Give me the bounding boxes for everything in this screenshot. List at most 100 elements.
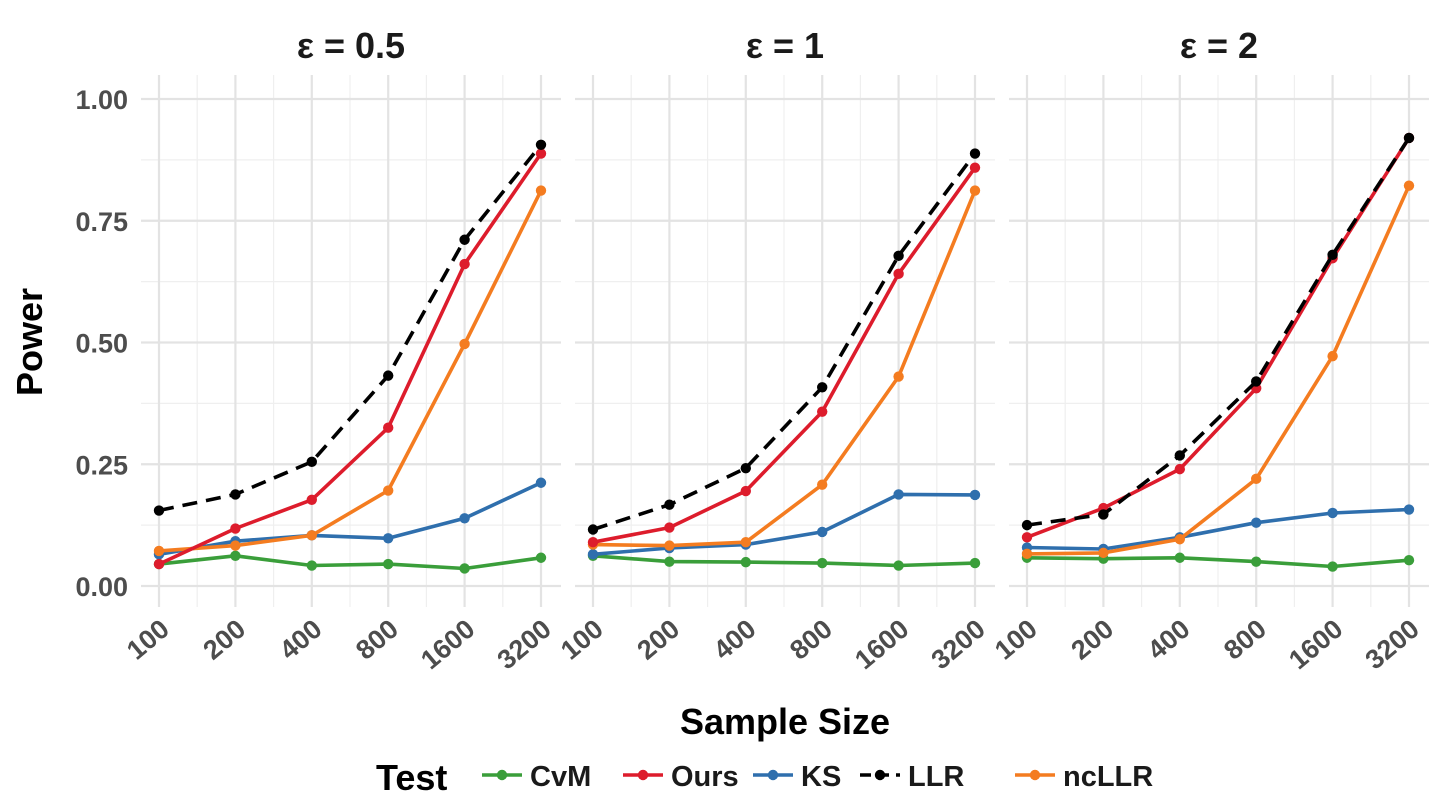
legend: Test CvM Ours KS LLR ncLLR (376, 757, 1153, 798)
legend-label: Ours (671, 761, 739, 793)
data-point (535, 148, 547, 159)
legend-entry-ours: Ours (623, 761, 739, 793)
legend-entry-ncllr: ncLLR (1015, 761, 1153, 793)
data-point (587, 524, 599, 535)
data-point (1098, 547, 1109, 559)
panel-1: ε = 0.5 0.00 0.25 0.50 0.75 1.00 100 200 400 800 1… (75, 25, 561, 675)
data-point (459, 258, 470, 270)
x-tick-label: 3200 (1360, 614, 1425, 676)
x-tick-label: 1600 (849, 614, 914, 676)
x-tick-label: 400 (708, 614, 762, 666)
data-point (969, 162, 981, 173)
data-point (893, 250, 904, 262)
data-point (587, 536, 599, 548)
data-point (1174, 552, 1186, 563)
panel-title: ε = 1 (746, 25, 824, 66)
data-point (535, 139, 547, 150)
data-point (740, 485, 751, 497)
data-point (893, 268, 904, 280)
data-point (1174, 450, 1186, 461)
data-point (1251, 376, 1262, 387)
x-tick-label: 200 (197, 614, 251, 666)
data-point (383, 422, 394, 433)
panel-title: ε = 2 (1180, 25, 1258, 66)
data-point (1251, 556, 1262, 567)
data-point (1403, 554, 1415, 566)
data-point (969, 557, 981, 569)
series-line (1026, 137, 1411, 539)
series-cvm (1021, 552, 1415, 572)
legend-label: LLR (908, 761, 964, 793)
series-line (592, 554, 976, 568)
data-point (1174, 463, 1186, 475)
data-point (817, 406, 828, 417)
data-point (1021, 519, 1033, 531)
data-point (153, 545, 165, 557)
series-line (592, 152, 977, 532)
data-point (306, 456, 317, 468)
data-point (1251, 473, 1262, 485)
legend-title: Test (376, 757, 447, 798)
x-tick-label: 1600 (1283, 614, 1348, 676)
series-line (158, 143, 543, 513)
x-tick-label: 800 (1218, 614, 1272, 666)
series-ours (587, 162, 981, 548)
data-point (893, 489, 904, 500)
data-point (459, 338, 470, 350)
legend-key-point (637, 769, 649, 781)
data-point (1403, 504, 1415, 515)
legend-label: CvM (530, 761, 591, 793)
x-tick-label: 800 (350, 614, 404, 666)
data-point (306, 530, 317, 541)
data-point (383, 558, 394, 570)
data-point (459, 563, 470, 574)
x-tick-label: 100 (989, 614, 1043, 666)
data-point (306, 494, 317, 506)
series-ours (153, 148, 547, 570)
x-tick-label: 3200 (926, 614, 991, 676)
data-point (1021, 532, 1033, 543)
data-point (969, 489, 981, 501)
data-point (817, 557, 828, 569)
legend-key-point (767, 769, 779, 781)
data-point (587, 549, 599, 560)
legend-label: KS (801, 761, 841, 793)
panel-3: ε = 2 100 200 400 800 1600 3200 (989, 25, 1429, 675)
data-point (1174, 534, 1186, 545)
data-point (459, 234, 470, 245)
series-line (158, 481, 542, 557)
series-line (592, 492, 976, 557)
series-ncllr (1021, 180, 1415, 560)
data-point (893, 371, 904, 382)
data-point (664, 540, 675, 551)
data-point (969, 185, 981, 196)
x-tick-label: 100 (555, 614, 609, 666)
legend-label: ncLLR (1063, 761, 1153, 793)
data-point (306, 560, 317, 571)
data-point (664, 522, 675, 533)
data-point (817, 526, 828, 538)
panel-grid (575, 75, 995, 607)
x-tick-label: 200 (631, 614, 685, 666)
data-point (230, 540, 241, 551)
series-line (1026, 507, 1410, 551)
legend-entry-llr: LLR (860, 761, 964, 793)
legend-entry-ks: KS (753, 761, 841, 793)
x-axis-title: Sample Size (680, 701, 890, 742)
y-tick-label: 0.75 (75, 207, 128, 237)
data-point (535, 552, 547, 563)
x-tick-label: 3200 (492, 614, 557, 676)
x-tick-label: 1600 (415, 614, 480, 676)
data-point (1327, 561, 1338, 572)
x-tick-label: 400 (1142, 614, 1196, 666)
data-point (1403, 180, 1415, 191)
legend-entry-cvm: CvM (482, 761, 591, 793)
data-point (893, 560, 904, 571)
data-point (969, 148, 981, 159)
data-point (1098, 509, 1109, 520)
data-point (664, 499, 675, 510)
series-line (1026, 137, 1411, 527)
data-point (153, 505, 165, 516)
